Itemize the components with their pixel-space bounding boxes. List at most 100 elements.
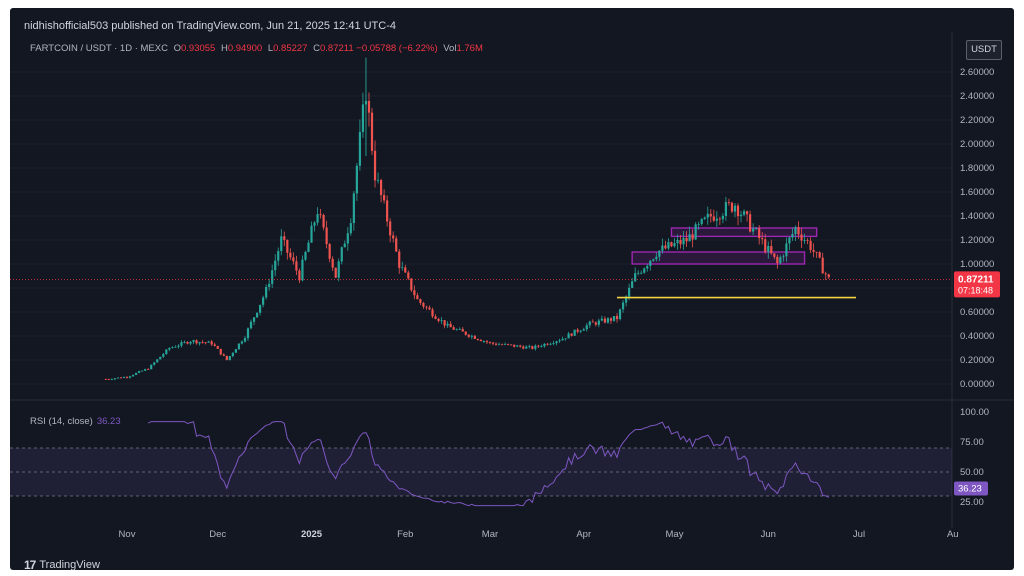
candle-body	[443, 320, 446, 326]
candle-body	[552, 343, 555, 344]
currency-button[interactable]: USDT	[966, 40, 1002, 60]
candle-body	[268, 283, 271, 287]
candle-body	[104, 379, 107, 380]
candle-body	[546, 343, 549, 345]
rsi-tick: 25.00	[960, 497, 984, 508]
candle-body	[262, 297, 265, 305]
candle-body	[213, 344, 216, 347]
candle-body	[685, 237, 688, 242]
candle-body	[246, 328, 250, 339]
rsi-legend[interactable]: RSI (14, close) 36.23	[30, 416, 121, 427]
candle-body	[755, 228, 758, 230]
candle-body	[419, 299, 422, 303]
candle-body	[727, 202, 731, 203]
candle-body	[165, 349, 168, 355]
high-value: 0.94900	[227, 43, 263, 54]
candle-body	[621, 302, 625, 310]
candle-body	[186, 341, 189, 344]
candle-body	[195, 340, 198, 344]
candle-body	[485, 341, 489, 343]
candle-body	[749, 214, 752, 232]
candle-body	[237, 343, 241, 350]
candle-body	[739, 214, 743, 217]
candle-body	[510, 344, 513, 346]
candle-body	[697, 223, 700, 225]
candle-body	[812, 250, 815, 252]
candle-body	[531, 346, 534, 349]
candle-body	[258, 304, 262, 313]
time-tick: Apr	[576, 529, 591, 540]
candle-body	[301, 259, 304, 281]
candle-body	[800, 234, 803, 241]
candle-body	[655, 256, 658, 260]
candle-body	[122, 377, 126, 378]
candle-body	[113, 378, 117, 380]
time-tick: Jul	[853, 529, 865, 540]
candle-body	[612, 316, 616, 321]
candle-body	[389, 221, 392, 236]
candle-body	[761, 238, 764, 240]
candle-body	[815, 251, 818, 253]
candle-body	[449, 323, 452, 328]
candle-body	[606, 318, 610, 323]
candle-body	[219, 348, 222, 355]
candle-body	[168, 348, 171, 350]
candle-body	[325, 227, 328, 245]
candle-body	[171, 347, 174, 349]
candle-body	[234, 349, 237, 353]
candle-body	[494, 343, 498, 345]
candle-body	[407, 272, 410, 279]
candle-body	[500, 344, 504, 346]
candle-body	[304, 251, 307, 260]
candle-body	[782, 256, 785, 258]
candle-body	[700, 219, 703, 224]
candle-body	[664, 245, 667, 249]
candle-body	[328, 244, 331, 259]
price-chart[interactable]: 2.60000 2.40000 2.20000 2.00000 1.80000 1.600…	[10, 8, 1014, 570]
candle-body	[609, 318, 613, 321]
candle-body	[280, 236, 283, 252]
low-value: 0.85227	[273, 43, 308, 54]
candle-body	[452, 327, 455, 330]
candle-body	[821, 257, 824, 274]
rsi-pane: 100.00 75.00 50.00 25.00 36.23	[10, 407, 989, 508]
candle-body	[413, 290, 416, 296]
candle-body	[361, 104, 365, 132]
candle-body	[370, 112, 374, 151]
candle-body	[116, 377, 120, 379]
candle-body	[603, 318, 607, 323]
candle-body	[600, 318, 603, 321]
candle-body	[228, 356, 231, 361]
candle-body	[210, 341, 213, 345]
candle-body	[446, 323, 449, 326]
candle-body	[249, 321, 253, 329]
publisher-line: nidhishofficial503 published on TradingV…	[24, 20, 397, 32]
candle-body	[540, 346, 543, 348]
symbol-legend[interactable]: FARTCOIN / USDT · 1D · MEXC O0.93055 H0.…	[30, 43, 483, 54]
candle-body	[658, 250, 661, 257]
candle-body	[340, 247, 343, 262]
rsi-tick: 100.00	[960, 407, 989, 418]
candle-body	[582, 329, 585, 331]
candle-body	[386, 200, 389, 222]
candle-body	[718, 218, 721, 220]
candle-body	[767, 245, 770, 252]
time-tick: Dec	[209, 529, 226, 540]
candle-body	[679, 239, 682, 245]
candle-body	[204, 342, 207, 344]
candle-body	[673, 243, 676, 247]
candle-body	[513, 344, 516, 347]
candle-body	[643, 268, 646, 273]
candle-body	[558, 340, 561, 342]
candle-body	[162, 354, 165, 357]
resistance-zone	[631, 251, 806, 265]
candle-body	[503, 343, 507, 345]
candle-body	[334, 267, 337, 278]
candle-body	[473, 335, 476, 339]
candle-body	[383, 195, 386, 201]
candle-body	[283, 236, 286, 240]
candle-body	[243, 338, 247, 342]
candle-body	[156, 359, 159, 363]
candle-body	[785, 243, 788, 257]
candle-body	[591, 321, 594, 323]
